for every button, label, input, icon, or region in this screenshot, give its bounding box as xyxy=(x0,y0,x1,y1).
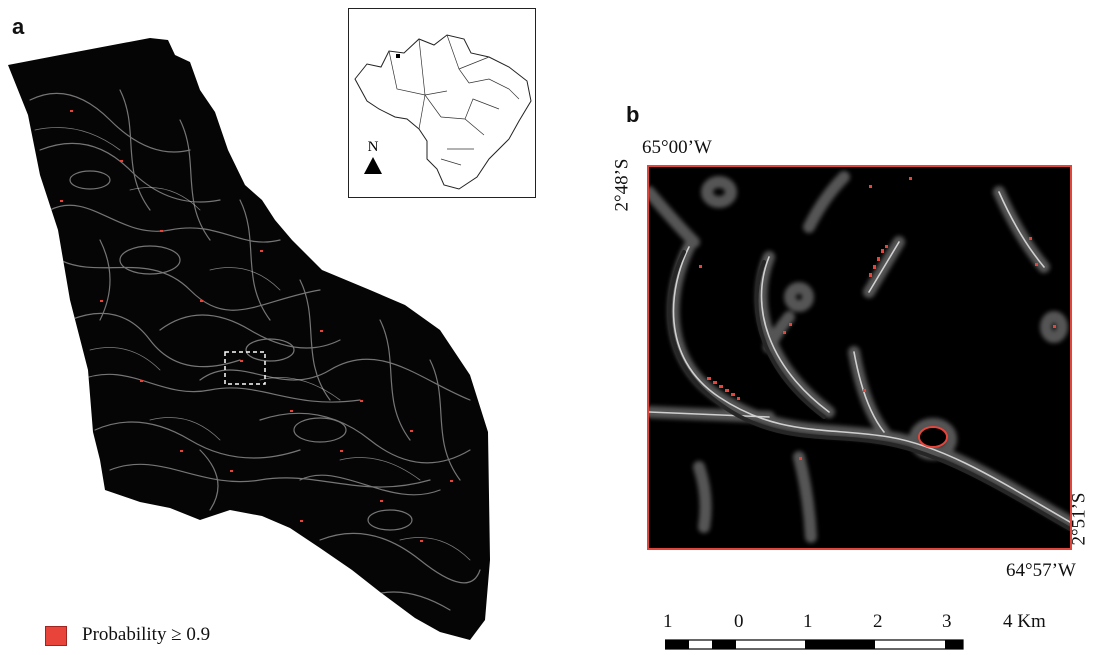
study-area-marker xyxy=(396,54,400,58)
inset-map: N xyxy=(348,8,536,198)
study-area-shape xyxy=(8,38,490,640)
panel-label-a: a xyxy=(12,14,25,39)
scale-label-0: 1 xyxy=(663,611,673,632)
study-area-map xyxy=(8,38,490,640)
scale-label-3: 2 xyxy=(873,611,883,632)
scale-label-4: 3 xyxy=(942,611,952,632)
zoom-extent-box xyxy=(224,351,266,385)
scale-bar xyxy=(665,639,964,650)
north-label: N xyxy=(368,139,379,155)
legend-swatch xyxy=(45,626,67,646)
coord-left-latitude: 2°48’S xyxy=(611,158,633,212)
zoom-map-raster xyxy=(649,167,1070,548)
panel-label-b: b xyxy=(626,102,640,127)
brazil-outline: N xyxy=(354,34,532,190)
legend-label: Probability ≥ 0.9 xyxy=(82,624,211,645)
coord-top-longitude: 65°00’W xyxy=(642,137,712,158)
north-arrow-icon xyxy=(364,157,382,174)
scale-label-1: 0 xyxy=(734,611,744,632)
scale-label-5: 4 Km xyxy=(1003,611,1046,632)
scale-label-2: 1 xyxy=(803,611,813,632)
zoom-map xyxy=(647,165,1072,550)
coord-bottom-longitude: 64°57’W xyxy=(1006,560,1076,581)
